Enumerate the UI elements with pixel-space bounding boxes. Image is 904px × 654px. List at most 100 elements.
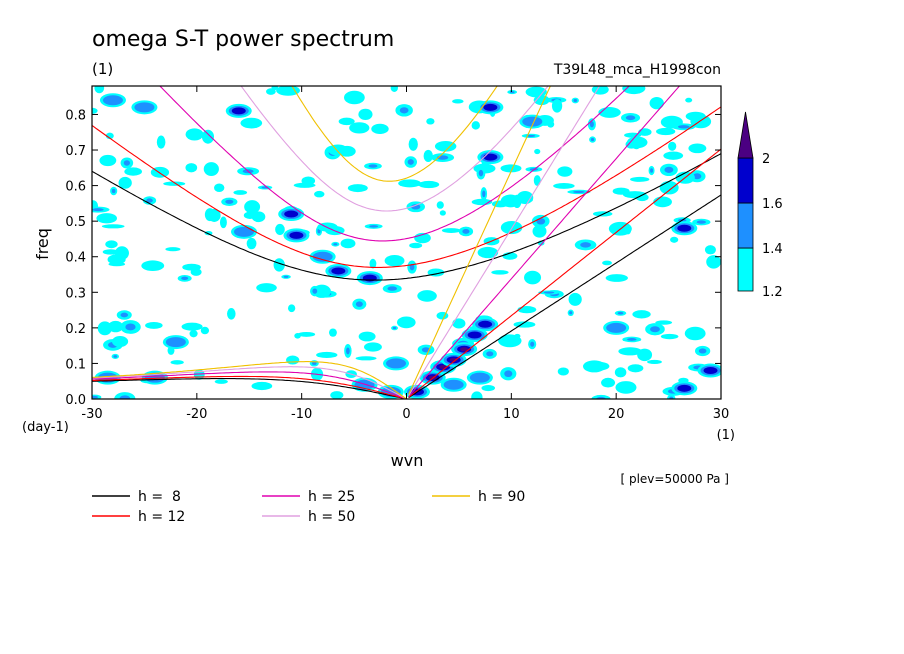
- power-region-l16: [677, 384, 692, 392]
- power-cell: [371, 123, 389, 135]
- power-cell-core: [181, 276, 189, 281]
- dispersion-curve: [408, 194, 721, 399]
- power-cell-core: [617, 311, 624, 315]
- power-cell: [586, 361, 610, 371]
- dispersion-curve: [408, 148, 721, 398]
- power-cell-core: [411, 204, 421, 210]
- power-cell: [156, 135, 166, 149]
- power-cell: [417, 290, 437, 302]
- power-cell: [398, 179, 422, 188]
- power-cell: [240, 117, 263, 129]
- power-region-l14: [386, 358, 407, 369]
- x-axis: -30 -20 -10 0 10 20 30: [81, 86, 729, 422]
- power-cell-core: [504, 370, 513, 378]
- power-cell: [102, 249, 119, 255]
- power-region-l16: [289, 231, 304, 239]
- dispersion-curves: [92, 86, 721, 399]
- power-cell: [349, 122, 370, 134]
- power-cell: [99, 154, 117, 167]
- power-region-l14: [234, 226, 255, 237]
- colorbar-box: [737, 247, 754, 292]
- power-cell: [632, 310, 651, 319]
- x-unit-label: (1): [717, 428, 735, 443]
- power-cell-core: [580, 242, 591, 248]
- power-cell: [227, 307, 236, 320]
- power-cell: [601, 377, 616, 388]
- y-tick-label: 0.2: [65, 322, 86, 337]
- power-cell: [201, 129, 215, 144]
- y-tick-label: 0.3: [65, 286, 86, 301]
- power-cell-core: [650, 168, 654, 173]
- legend-label: h = 12: [138, 509, 185, 525]
- power-cell: [355, 356, 377, 361]
- power-region-l16: [483, 103, 498, 111]
- power-cell: [500, 164, 522, 173]
- curve-legend: h = 8 h = 12 h = 25 h = 50 h = 90: [92, 489, 525, 525]
- power-region-l16: [467, 331, 482, 339]
- dispersion-curve: [291, 86, 498, 182]
- x-tick-label: 20: [608, 407, 625, 422]
- dispersion-curve: [408, 86, 551, 395]
- power-cell-core: [627, 338, 637, 341]
- power-cell: [358, 331, 376, 342]
- power-cell: [384, 254, 405, 267]
- power-cell: [477, 246, 499, 259]
- power-cell-core: [530, 341, 535, 347]
- power-cell: [688, 143, 707, 154]
- x-tick-label: 10: [503, 407, 520, 422]
- power-cell: [514, 333, 521, 339]
- power-cell: [118, 176, 132, 189]
- x-tick-label: -10: [291, 407, 312, 422]
- dispersion-curve: [92, 106, 721, 268]
- power-cell: [434, 140, 457, 152]
- y-unit-label: (day-1): [22, 420, 69, 435]
- power-cell-core: [125, 323, 136, 331]
- colorbar-label: 2: [762, 152, 770, 167]
- power-cell: [615, 381, 637, 394]
- power-cell: [631, 139, 642, 150]
- power-cell: [622, 86, 646, 95]
- power-region-l2: [449, 357, 458, 362]
- power-region-l16: [284, 210, 299, 218]
- power-cell: [684, 326, 706, 341]
- x-tick-label: 0: [402, 407, 410, 422]
- power-cell: [491, 200, 509, 208]
- power-cell-core: [333, 243, 338, 246]
- power-cell-core: [677, 125, 690, 129]
- power-cell: [338, 117, 355, 126]
- chart-subtitle-right: T39L48_mca_H1998con: [553, 62, 721, 78]
- power-cell-core: [696, 220, 706, 224]
- power-region-l16: [331, 267, 346, 275]
- power-cell: [659, 181, 679, 195]
- dispersion-curve: [408, 86, 601, 396]
- power-region-l14: [522, 116, 543, 127]
- power-cell: [557, 166, 573, 177]
- power-cell: [441, 228, 461, 234]
- power-cell: [101, 224, 125, 229]
- power-cell: [246, 237, 257, 250]
- power-cell: [533, 175, 541, 186]
- power-cell-core: [399, 107, 409, 114]
- power-cell: [301, 176, 316, 186]
- dispersion-curve: [92, 361, 407, 399]
- power-cell: [108, 320, 124, 333]
- power-cell: [423, 149, 433, 163]
- power-cell: [670, 236, 679, 243]
- power-cell: [553, 183, 575, 189]
- power-cell: [408, 137, 418, 151]
- power-cell: [165, 247, 181, 252]
- power-cell-core: [669, 396, 674, 399]
- power-cell: [436, 201, 444, 209]
- power-cell: [94, 86, 105, 94]
- power-cell: [330, 391, 344, 399]
- power-region-l16: [703, 367, 718, 375]
- y-tick-label: 0.6: [65, 180, 86, 195]
- dispersion-curve: [159, 86, 631, 242]
- power-cell: [532, 224, 547, 238]
- power-cell-core: [113, 355, 118, 358]
- power-cell: [471, 391, 483, 399]
- power-cell: [656, 127, 676, 136]
- power-cell: [557, 367, 569, 376]
- power-cell: [605, 274, 628, 282]
- power-cell-core: [650, 326, 660, 333]
